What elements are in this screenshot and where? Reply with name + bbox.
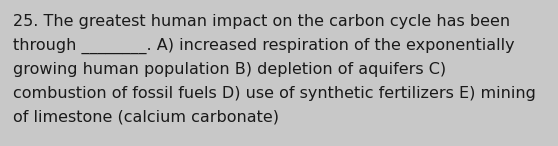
Text: 25. The greatest human impact on the carbon cycle has been: 25. The greatest human impact on the car… xyxy=(13,14,510,29)
Text: through ________. A) increased respiration of the exponentially: through ________. A) increased respirati… xyxy=(13,38,514,54)
Text: of limestone (calcium carbonate): of limestone (calcium carbonate) xyxy=(13,110,279,125)
Text: growing human population B) depletion of aquifers C): growing human population B) depletion of… xyxy=(13,62,446,77)
Text: combustion of fossil fuels D) use of synthetic fertilizers E) mining: combustion of fossil fuels D) use of syn… xyxy=(13,86,536,101)
